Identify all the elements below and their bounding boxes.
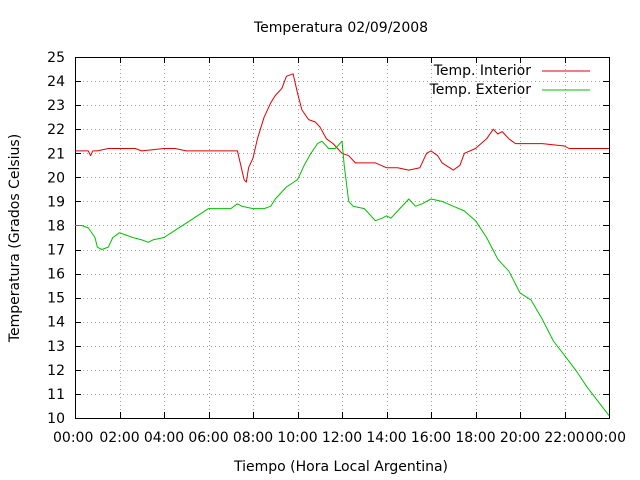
x-tick-label: 02:00 — [99, 430, 139, 446]
legend-label-interior: Temp. Interior — [433, 63, 532, 79]
x-tick-label: 06:00 — [188, 430, 228, 446]
x-axis-tick-labels: 00:00 02:00 04:00 06:00 08:00 10:00 12:00 14:00… — [53, 430, 626, 446]
x-tick-label: 16:00 — [411, 430, 451, 446]
x-tick-label: 10:00 — [277, 430, 317, 446]
chart-title: Temperatura 02/09/2008 — [253, 20, 428, 36]
legend-label-exterior: Temp. Exterior — [429, 82, 532, 98]
y-tick-label: 23 — [47, 98, 65, 114]
x-tick-label: 08:00 — [233, 430, 273, 446]
y-axis-label: Temperatura (Grados Celsius) — [7, 134, 23, 343]
y-axis-tick-labels: 10 11 12 13 14 15 16 17 18 19 20 21 22 23 24 25 — [47, 50, 65, 427]
series — [75, 73, 610, 416]
y-tick-label: 20 — [47, 170, 65, 186]
y-tick-label: 21 — [47, 146, 65, 162]
y-tick-label: 12 — [47, 363, 65, 379]
x-tick-label: 22:00 — [544, 430, 584, 446]
y-tick-label: 15 — [47, 291, 65, 307]
x-tick-label: 12:00 — [322, 430, 362, 446]
y-tick-label: 18 — [47, 218, 65, 234]
y-tick-label: 10 — [47, 411, 65, 427]
y-tick-label: 11 — [47, 387, 65, 403]
y-tick-label: 16 — [47, 267, 65, 283]
x-tick-label: 18:00 — [455, 430, 495, 446]
y-tick-label: 17 — [47, 243, 65, 259]
series-line-interior — [75, 73, 609, 183]
legend: Temp. Interior Temp. Exterior — [429, 63, 590, 98]
grid — [75, 57, 609, 418]
plot-frame — [75, 57, 610, 419]
y-tick-label: 19 — [47, 194, 65, 210]
y-tick-label: 25 — [47, 50, 65, 66]
series-line-exterior — [75, 140, 610, 416]
y-tick-label: 13 — [47, 339, 65, 355]
x-tick-label: 14:00 — [366, 430, 406, 446]
y-tick-label: 14 — [47, 315, 65, 331]
x-tick-label: 00:00 — [586, 430, 626, 446]
x-tick-label: 04:00 — [144, 430, 184, 446]
y-tick-label: 22 — [47, 122, 65, 138]
x-axis-label: Tiempo (Hora Local Argentina) — [233, 459, 448, 475]
y-tick-label: 24 — [47, 74, 65, 90]
x-tick-label: 00:00 — [53, 430, 93, 446]
x-tick-label: 20:00 — [500, 430, 540, 446]
